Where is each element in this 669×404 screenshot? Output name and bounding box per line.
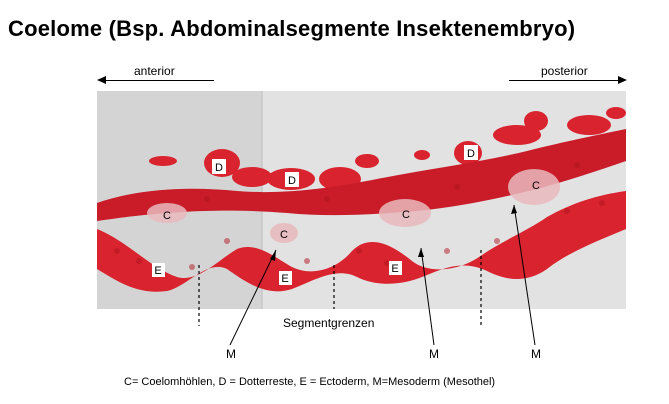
label-e-2: E bbox=[279, 271, 292, 285]
m-pointer-line bbox=[420, 247, 435, 346]
label-d-1: D bbox=[212, 159, 226, 174]
label-e-1: E bbox=[152, 263, 165, 277]
label-c-1: C bbox=[163, 210, 171, 222]
label-m-3: M bbox=[531, 347, 541, 361]
label-m-2: M bbox=[429, 347, 439, 361]
svg-text:D: D bbox=[467, 148, 475, 160]
label-d-2: D bbox=[285, 172, 299, 187]
segment-boundaries-label: Segmentgrenzen bbox=[283, 316, 375, 330]
label-c-3: C bbox=[402, 209, 410, 221]
anterior-label: anterior bbox=[134, 64, 175, 78]
m-pointer-line bbox=[229, 249, 277, 346]
page-title: Coelome (Bsp. Abdominalsegmente Insekten… bbox=[8, 16, 576, 41]
anterior-arrowhead-icon bbox=[97, 76, 106, 84]
svg-text:D: D bbox=[288, 175, 296, 187]
posterior-label: posterior bbox=[541, 64, 588, 78]
svg-text:E: E bbox=[154, 265, 161, 277]
legend-text: C= Coelomhöhlen, D = Dotterreste, E = Ec… bbox=[124, 376, 496, 388]
posterior-arrow-line bbox=[509, 80, 619, 81]
svg-text:E: E bbox=[391, 263, 398, 275]
svg-text:D: D bbox=[215, 162, 223, 174]
posterior-arrowhead-icon bbox=[618, 76, 627, 84]
label-e-3: E bbox=[389, 261, 402, 275]
label-c-4: C bbox=[532, 180, 540, 192]
label-m-1: M bbox=[226, 347, 236, 361]
m-pointer-line bbox=[513, 204, 536, 346]
svg-text:E: E bbox=[281, 273, 288, 285]
label-d-3: D bbox=[464, 145, 478, 160]
anterior-arrow-line bbox=[105, 80, 214, 81]
label-c-2: C bbox=[280, 229, 288, 241]
